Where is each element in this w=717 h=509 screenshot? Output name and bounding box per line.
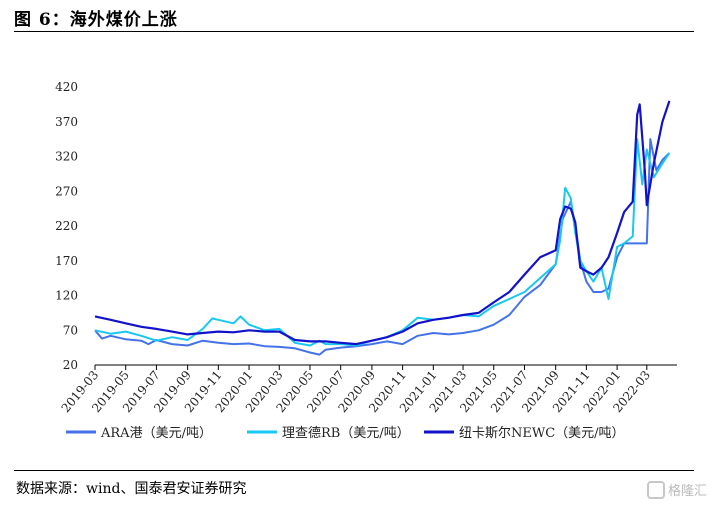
series-line-2 xyxy=(94,138,671,347)
y-tick-label: 70 xyxy=(63,323,78,337)
y-tick-label: 20 xyxy=(63,358,78,372)
legend: ARA港（美元/吨） 理查德RB（美元/吨） 纽卡斯尔NEWC（美元/吨） xyxy=(66,426,625,441)
y-tick-label: 320 xyxy=(55,150,78,164)
series-line-3 xyxy=(94,100,671,346)
y-tick-label: 420 xyxy=(55,80,78,94)
watermark: 格隆汇 xyxy=(646,480,707,499)
watermark-text: 格隆汇 xyxy=(667,484,707,499)
y-tick-label: 270 xyxy=(55,184,78,198)
x-axis: 2019-032019-052019-072019-092019-112020-… xyxy=(59,364,677,415)
legend-label: ARA港（美元/吨） xyxy=(100,426,212,441)
watermark-logo-icon xyxy=(646,481,665,499)
legend-label: 理查德RB（美元/吨） xyxy=(282,426,410,441)
figure-title: 图 6：海外煤价上涨 xyxy=(14,10,178,30)
legend-label: 纽卡斯尔NEWC（美元/吨） xyxy=(459,426,625,441)
title-divider xyxy=(14,31,694,32)
source-divider xyxy=(14,470,694,471)
y-axis: 20 70 120 170 220 270 320 370 420 xyxy=(55,80,78,372)
y-tick-label: 370 xyxy=(55,115,78,129)
series-line-1 xyxy=(94,138,671,356)
y-tick-label: 220 xyxy=(55,219,78,233)
series-layer xyxy=(94,100,671,356)
source-note: 数据来源：wind、国泰君安证券研究 xyxy=(16,481,247,497)
y-tick-label: 120 xyxy=(55,289,78,303)
y-tick-label: 170 xyxy=(55,254,78,268)
